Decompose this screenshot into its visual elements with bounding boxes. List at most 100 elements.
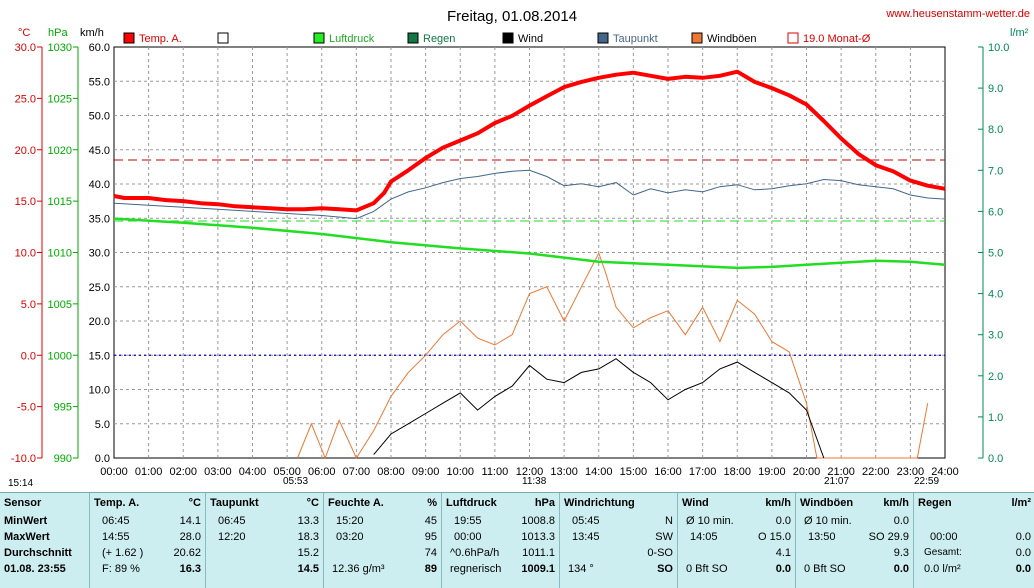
x-tick-label: 23:00 xyxy=(897,466,925,478)
x-tick-label: 22:00 xyxy=(862,466,890,478)
rain-tick-label: 6.0 xyxy=(988,206,1003,218)
dew-min-time: 06:45 xyxy=(218,515,246,527)
x-tick-label: 13:00 xyxy=(550,466,578,478)
x-tick-label: 11:00 xyxy=(482,466,509,478)
humidity-column: Feuchte A.% 15:20 45 03:20 95 74 12.36 g/m… xyxy=(323,493,441,588)
wind-tick-label: 5.0 xyxy=(95,419,110,431)
legend-label: Temp. A. xyxy=(139,33,182,45)
pressure-tick-label: 995 xyxy=(54,402,72,414)
legend-swatch xyxy=(313,32,325,44)
direction-min-time: 05:45 xyxy=(572,515,600,527)
wind-beaufort: 0 Bft SO xyxy=(686,563,728,575)
wind-axis-unit: km/h xyxy=(80,27,104,39)
dew-head: Taupunkt xyxy=(210,497,259,509)
wind-tick-label: 30.0 xyxy=(89,248,110,260)
x-tick-label: 24:00 xyxy=(931,466,959,478)
rain-tick-label: 2.0 xyxy=(988,371,1003,383)
pressure-tick-label: 1000 xyxy=(48,350,72,362)
rain-max: 0.0 xyxy=(1015,531,1031,543)
temp-avg-delta: (+ 1.62 ) xyxy=(102,547,144,559)
wind-tick-label: 40.0 xyxy=(89,179,110,191)
sunset-time: 21:07 xyxy=(824,476,850,487)
pressure-head: Luftdruck xyxy=(446,497,497,509)
temp-tick-label: 20.0 xyxy=(15,145,36,157)
statistics-table: Sensor MinWert MaxWert Durchschnitt 01.0… xyxy=(0,492,1034,588)
temp-tick-label: 5.0 xyxy=(21,299,36,311)
pressure-current: 1009.1 xyxy=(521,563,555,575)
wind-tick-label: 45.0 xyxy=(89,145,110,157)
dew-column: Taupunkt °C 06:45 13.3 12:20 18.3 15.2 14.5 xyxy=(205,493,323,588)
wind-tick-label: 20.0 xyxy=(89,316,110,328)
rain-total-label: Gesamt: xyxy=(924,547,962,558)
rain-head: Regen xyxy=(918,497,952,509)
x-tick-label: 21:00 xyxy=(827,466,855,478)
label-avg: Durchschnitt xyxy=(4,547,72,559)
x-tick-label: 04:00 xyxy=(239,466,267,478)
rain-tick-label: 3.0 xyxy=(988,330,1003,342)
temp-min: 14.1 xyxy=(179,515,201,527)
moonset-time: 22:59 xyxy=(914,476,940,487)
rain-column: Regen l/m² 00:00 0.0 Gesamt: 0.0 0.0 l/m² 0.… xyxy=(913,493,1034,588)
rain-tick-label: 1.0 xyxy=(988,412,1003,424)
wind-head: Wind xyxy=(682,497,709,509)
pressure-tick-label: 1010 xyxy=(48,248,72,260)
rain-tick-label: 0.0 xyxy=(988,453,1003,465)
rain-tick-label: 4.0 xyxy=(988,289,1003,301)
rain-max-time: 00:00 xyxy=(930,531,958,543)
direction-avg: 0-SO xyxy=(647,547,673,559)
label-max: MaxWert xyxy=(4,531,50,543)
temp-max: 28.0 xyxy=(179,531,201,543)
legend-swatch xyxy=(502,32,514,44)
chart-title: Freitag, 01.08.2014 xyxy=(447,8,577,25)
wind-tick-label: 10.0 xyxy=(89,385,110,397)
temp-max-time: 14:55 xyxy=(102,531,130,543)
website-link[interactable]: www.heusenstamm-wetter.de xyxy=(885,8,1030,20)
x-tick-label: 19:00 xyxy=(758,466,786,478)
rain-tick-label: 8.0 xyxy=(988,124,1003,136)
pressure-axis-unit: hPa xyxy=(48,27,68,39)
humidity-max: 95 xyxy=(424,531,437,543)
chart-axes: 30.0 25.0 20.0 15.0 10.0 5.0 0.0 -5.0 -10.0 °C 103… xyxy=(11,27,1029,478)
temp-tick-label: -5.0 xyxy=(17,402,36,414)
x-tick-label: 09:00 xyxy=(412,466,440,478)
pressure-unit: hPa xyxy=(534,497,555,509)
rain-tick-label: 7.0 xyxy=(988,165,1003,177)
temp-tick-label: -10.0 xyxy=(11,453,36,465)
wind-unit: km/h xyxy=(765,497,791,509)
wind-tick-label: 50.0 xyxy=(89,111,110,123)
wind-series xyxy=(373,358,825,459)
wind-avg: 4.1 xyxy=(775,547,791,559)
label-date: 01.08. 23:55 xyxy=(4,563,66,575)
legend-label: Taupunkt xyxy=(613,33,658,45)
gust-column: Windböen km/h Ø 10 min. 0.0 13:50 SO 29.9 9… xyxy=(795,493,913,588)
wind-max-time: 14:05 xyxy=(690,531,718,543)
x-tick-label: 08:00 xyxy=(377,466,405,478)
temp-humidity: F: 89 % xyxy=(102,563,140,575)
legend-swatch xyxy=(691,32,703,44)
wind-tick-label: 60.0 xyxy=(89,42,110,54)
humidity-head: Feuchte A. xyxy=(328,497,384,509)
x-tick-label: 16:00 xyxy=(654,466,682,478)
temp-axis-unit: °C xyxy=(18,27,30,39)
gust-min: 0.0 xyxy=(893,515,909,527)
direction-min: N xyxy=(665,515,673,527)
gust-head: Windböen xyxy=(800,497,854,509)
legend-label: Regen xyxy=(423,33,455,45)
rain-unit: l/m² xyxy=(1011,497,1031,509)
wind-column: Wind km/h Ø 10 min. 0.0 14:05 O 15.0 4.1 0 … xyxy=(677,493,795,588)
temperature-series xyxy=(113,69,946,213)
x-tick-label: 20:00 xyxy=(793,466,821,478)
humidity-min-time: 15:20 xyxy=(336,515,364,527)
dew-max-time: 12:20 xyxy=(218,531,246,543)
dewpoint-series xyxy=(113,169,946,220)
temp-tick-label: 15.0 xyxy=(15,196,36,208)
x-tick-label: 03:00 xyxy=(204,466,232,478)
x-tick-label: 07:00 xyxy=(343,466,371,478)
wind-tick-label: 35.0 xyxy=(89,213,110,225)
legend-swatch xyxy=(123,32,135,44)
sunrise-left-time: 15:14 xyxy=(8,478,34,489)
rain-axis-unit: l/m² xyxy=(1010,27,1029,39)
x-tick-label: 17:00 xyxy=(689,466,717,478)
pressure-tick-label: 1015 xyxy=(48,196,72,208)
humidity-unit: % xyxy=(427,497,437,509)
